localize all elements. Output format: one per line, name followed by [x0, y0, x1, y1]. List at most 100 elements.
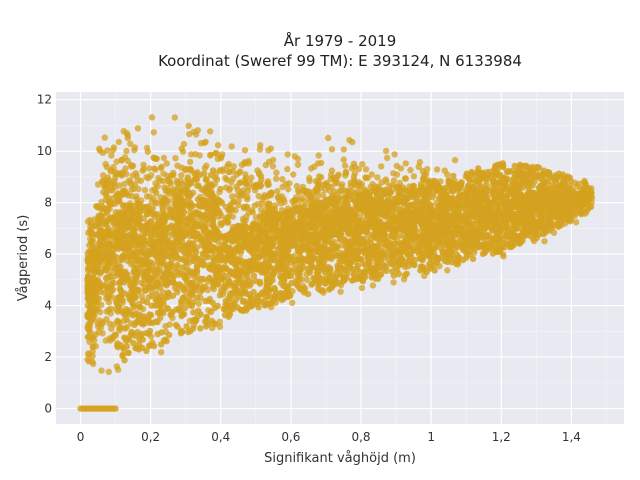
data-point [469, 255, 477, 263]
data-point [230, 198, 237, 205]
data-point [243, 213, 250, 220]
data-point [443, 193, 451, 200]
data-point [225, 160, 232, 168]
data-point [244, 187, 251, 195]
data-point [144, 148, 152, 155]
data-point [501, 199, 508, 207]
data-point [125, 177, 133, 184]
data-point [105, 368, 113, 375]
data-point [90, 315, 97, 323]
data-point [359, 161, 366, 168]
data-point [278, 193, 285, 200]
data-point [306, 174, 313, 182]
data-point [244, 204, 251, 211]
data-point [433, 166, 441, 173]
data-point [311, 163, 318, 170]
data-point [101, 265, 108, 273]
data-point [576, 180, 583, 187]
data-point [84, 323, 92, 330]
data-point [103, 163, 111, 171]
data-point [200, 250, 207, 257]
data-point [337, 288, 344, 295]
data-point [112, 332, 119, 339]
data-point [235, 197, 242, 204]
data-point [269, 156, 277, 164]
data-point [209, 197, 216, 204]
data-point [176, 193, 183, 201]
data-point [116, 325, 123, 332]
data-point [444, 267, 451, 274]
data-point [374, 174, 381, 181]
data-point [178, 164, 185, 171]
data-point [435, 195, 443, 202]
data-point [382, 147, 390, 155]
data-point [334, 172, 341, 179]
data-point [255, 192, 262, 200]
data-point [142, 287, 149, 294]
data-point [108, 251, 115, 258]
data-point [479, 187, 487, 194]
data-point [217, 220, 224, 227]
data-point [96, 145, 103, 152]
data-point [291, 153, 298, 160]
data-point [381, 213, 389, 220]
data-point [178, 270, 185, 277]
data-point [180, 140, 188, 148]
data-point [286, 255, 293, 262]
data-point [203, 313, 210, 321]
data-point [89, 348, 96, 355]
data-point [139, 167, 146, 174]
data-point [124, 132, 131, 139]
data-point [200, 261, 207, 268]
data-point [158, 349, 165, 356]
data-point [157, 164, 165, 172]
data-point [340, 146, 347, 153]
data-point [125, 192, 132, 199]
data-point [342, 172, 349, 179]
data-point [541, 238, 548, 245]
data-point [367, 183, 374, 190]
data-point [285, 186, 292, 193]
data-point [380, 205, 387, 213]
data-point [242, 180, 250, 187]
data-point [97, 324, 105, 331]
data-point [410, 173, 418, 180]
data-point [409, 183, 416, 190]
data-point [244, 193, 251, 201]
data-point [257, 142, 264, 149]
data-point [242, 171, 249, 178]
data-point [355, 165, 362, 173]
data-point [341, 162, 349, 169]
data-point [85, 257, 92, 265]
data-point [124, 157, 131, 165]
data-point [338, 183, 345, 191]
data-point [258, 206, 265, 213]
data-point [214, 155, 221, 163]
data-point [163, 160, 170, 167]
data-point [496, 218, 503, 226]
data-point [279, 176, 286, 183]
data-point [84, 250, 91, 258]
data-point [97, 212, 104, 219]
chart-title-line1: År 1979 - 2019 [284, 31, 397, 50]
data-point [302, 245, 309, 252]
data-point [195, 300, 202, 308]
data-point [419, 167, 426, 175]
data-point [390, 170, 397, 177]
data-point [315, 152, 322, 159]
data-point [216, 292, 224, 299]
data-point [191, 229, 198, 236]
data-point [105, 272, 113, 279]
data-point [331, 188, 338, 195]
data-point [152, 180, 159, 187]
data-point [315, 178, 322, 185]
data-point [100, 252, 107, 260]
data-point [148, 114, 156, 121]
data-point [273, 175, 280, 182]
data-point [222, 174, 229, 182]
chart-title-line2: Koordinat (Sweref 99 TM): E 393124, N 61… [158, 52, 522, 70]
data-point [202, 138, 209, 145]
data-point [118, 271, 125, 279]
data-point [264, 181, 271, 188]
